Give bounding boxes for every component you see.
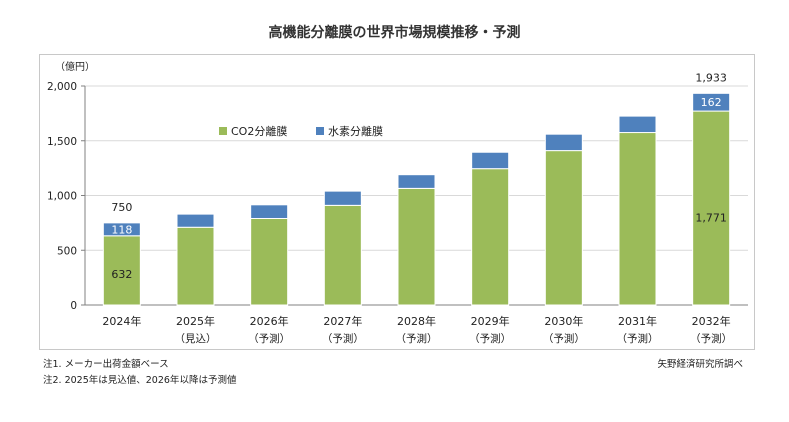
y-tick-label: 2,000 xyxy=(47,81,77,93)
x-tick-sublabel: （見込） xyxy=(175,333,217,345)
bar-h2 xyxy=(176,213,215,228)
chart-title: 高機能分離膜の世界市場規模推移・予測 xyxy=(268,25,521,41)
bar-h2 xyxy=(471,151,510,170)
bar-co2 xyxy=(471,168,510,306)
x-tick-sublabel: （予測） xyxy=(248,332,290,345)
x-tick-label: 2029年 xyxy=(471,314,510,328)
bar-h2 xyxy=(692,92,731,112)
bar-co2 xyxy=(176,226,215,306)
bar-h2 xyxy=(544,133,583,152)
data-label-co2: 632 xyxy=(111,268,132,281)
y-unit-label: （億円） xyxy=(55,60,95,73)
x-tick-label: 2026年 xyxy=(250,314,289,328)
bars xyxy=(102,92,731,306)
x-tick-label: 2025年 xyxy=(176,314,215,328)
data-label-h2: 162 xyxy=(701,96,722,109)
data-label-h2: 118 xyxy=(111,223,132,236)
note-1: 注1. メーカー出荷金額ベース xyxy=(43,359,169,370)
x-tick-label: 2031年 xyxy=(618,314,657,328)
legend-label: CO2分離膜 xyxy=(231,124,287,138)
bar-h2 xyxy=(102,222,141,237)
x-tick-label: 2028年 xyxy=(397,314,436,328)
bar-co2 xyxy=(544,150,583,306)
x-tick-sublabel: （予測） xyxy=(617,332,659,345)
legend: CO2分離膜 水素分離膜 xyxy=(219,124,383,138)
bar-h2 xyxy=(397,174,436,189)
axes: 0 500 1,000 1,500 2,000 （億円） 2024年 2025年 （見込） 202… xyxy=(47,60,748,345)
x-tick-sublabel: （予測） xyxy=(690,332,732,345)
labels: 750 118 632 1,933 162 1,771 xyxy=(111,71,727,281)
x-tick-label: 2032年 xyxy=(692,314,731,328)
x-tick-label: 2027年 xyxy=(323,314,362,328)
note-2: 注2. 2025年は見込値、2026年以降は予測値 xyxy=(43,375,237,386)
bar-h2 xyxy=(323,190,362,206)
legend-swatch xyxy=(316,127,324,135)
x-tick-label: 2024年 xyxy=(102,314,141,328)
x-tick-label: 2030年 xyxy=(544,314,583,328)
bar-co2 xyxy=(102,235,141,306)
y-tick-label: 1,500 xyxy=(47,136,77,148)
data-label-co2: 1,771 xyxy=(695,212,727,225)
y-tick-label: 0 xyxy=(70,300,77,312)
bar-h2 xyxy=(250,204,289,219)
bar-co2 xyxy=(397,187,436,306)
legend-label: 水素分離膜 xyxy=(328,124,383,138)
x-tick-sublabel: （予測） xyxy=(396,332,438,345)
source-note: 矢野経済研究所調べ xyxy=(657,359,743,370)
bar-co2 xyxy=(692,110,731,306)
x-tick-sublabel: （予測） xyxy=(322,332,364,345)
bar-h2 xyxy=(618,115,657,134)
x-tick-sublabel: （予測） xyxy=(543,332,585,345)
data-label-total: 750 xyxy=(111,201,132,214)
x-tick-sublabel: （予測） xyxy=(469,332,511,345)
chart-frame xyxy=(39,54,755,350)
data-label-total: 1,933 xyxy=(695,71,727,84)
y-tick-label: 1,000 xyxy=(47,191,77,203)
bar-co2 xyxy=(323,204,362,306)
legend-swatch xyxy=(219,127,227,135)
bar-co2 xyxy=(618,132,657,306)
bar-co2 xyxy=(250,217,289,306)
y-tick-label: 500 xyxy=(57,245,77,257)
